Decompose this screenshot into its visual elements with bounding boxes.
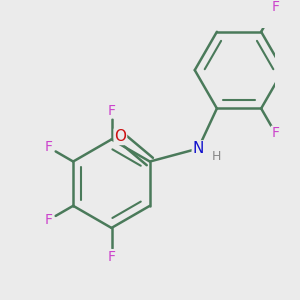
Text: F: F: [107, 103, 116, 118]
Text: F: F: [107, 250, 116, 264]
Text: F: F: [272, 127, 280, 140]
Text: F: F: [272, 0, 280, 14]
Text: H: H: [212, 150, 221, 163]
Text: F: F: [44, 140, 52, 154]
Text: O: O: [114, 129, 126, 144]
Text: N: N: [193, 141, 204, 156]
Text: F: F: [44, 213, 52, 227]
